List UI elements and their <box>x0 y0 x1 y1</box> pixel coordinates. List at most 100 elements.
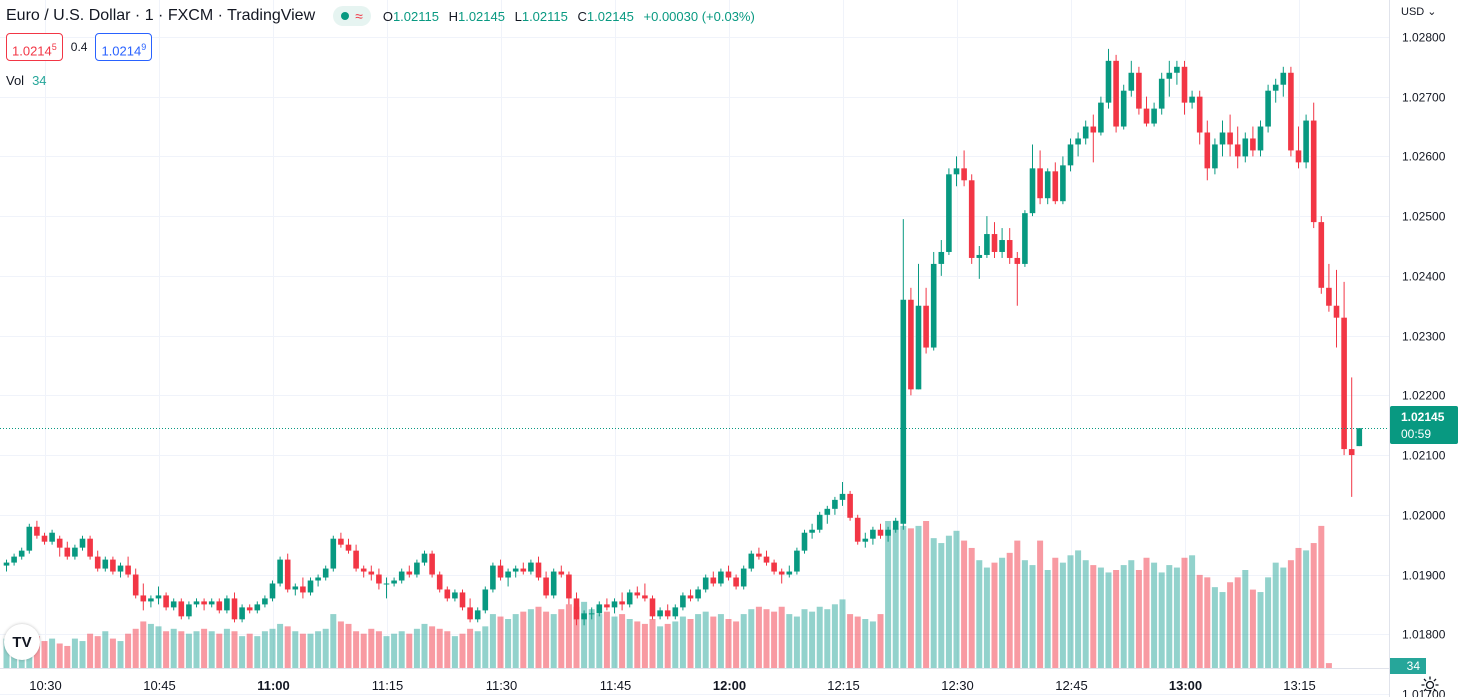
change-value: +0.00030 (+0.03%) <box>643 8 755 24</box>
candle-body <box>330 538 337 569</box>
volume-bar <box>512 614 519 668</box>
price-axis[interactable]: 1.02800 1.02700 1.02600 1.02500 1.02400 1.023… <box>1389 0 1446 697</box>
tradingview-logo[interactable]: TV <box>4 624 40 660</box>
sell-price: 1.0214 <box>12 43 52 59</box>
candle-body <box>1280 72 1287 85</box>
high-label: H <box>448 8 458 24</box>
volume-bar <box>558 609 565 668</box>
candle-body <box>459 592 466 608</box>
volume-bar <box>368 628 375 668</box>
bar-countdown: 00:59 <box>1401 427 1432 441</box>
volume-bar <box>687 619 694 668</box>
candle-body <box>467 607 473 620</box>
volume-bar <box>953 530 960 668</box>
candle-body <box>687 595 694 599</box>
candle-body <box>429 553 435 575</box>
volume-bar <box>315 631 322 668</box>
candle-body <box>490 565 496 590</box>
candle-body <box>771 562 777 572</box>
candle-body <box>672 607 679 617</box>
time-tick-label: 12:30 <box>941 678 974 693</box>
volume-bar <box>717 614 724 668</box>
market-status-pill[interactable]: ≈ <box>333 6 371 26</box>
time-axis[interactable]: 10:30 10:45 11:00 11:15 11:30 11:45 12:00 12:15… <box>0 668 1389 694</box>
candle-body <box>877 529 884 536</box>
volume-legend[interactable]: Vol 34 <box>6 73 47 88</box>
candle-body <box>908 299 914 390</box>
volume-bar <box>1014 540 1021 668</box>
price-tick-label: 1.01900 <box>1402 569 1446 583</box>
candle-body <box>915 305 922 390</box>
candle-body <box>733 577 739 587</box>
volume-bar <box>1090 565 1097 668</box>
candle-body <box>1250 138 1256 151</box>
symbol-title[interactable]: Euro / U.S. Dollar · 1 · FXCM · TradingV… <box>6 7 316 24</box>
volume-bar <box>41 641 48 668</box>
volume-bar <box>1272 562 1279 668</box>
volume-bar <box>330 614 337 668</box>
volume-bar <box>64 645 71 668</box>
candle-body <box>634 592 641 596</box>
volume-bar <box>634 621 641 668</box>
volume-bar <box>588 609 595 668</box>
volume-bar <box>1158 572 1165 668</box>
candle-body <box>619 601 625 605</box>
volume-bar <box>109 638 116 668</box>
volume-bar <box>657 626 664 668</box>
candle-body <box>953 168 960 175</box>
volume-bar <box>284 626 291 668</box>
sell-button[interactable]: 1.02145 <box>6 33 63 61</box>
spread-value: 0.4 <box>70 40 88 54</box>
time-tick-label: 12:00 <box>713 678 746 693</box>
candle-body <box>421 553 428 563</box>
open-value: 1.02115 <box>392 8 439 24</box>
candle-body <box>1333 305 1340 318</box>
currency-selector[interactable]: USD ⌄ <box>1401 5 1437 18</box>
volume-bar <box>869 621 876 668</box>
candle-body <box>1128 72 1135 91</box>
candle-body <box>1212 144 1218 169</box>
candle-body <box>345 544 352 551</box>
candle-body <box>102 559 109 569</box>
candle-body <box>710 577 717 584</box>
candle-body <box>748 553 755 569</box>
volume-bar <box>862 619 869 668</box>
candle-body <box>87 538 93 557</box>
volume-bar <box>801 609 808 668</box>
volume-bar <box>1189 555 1196 668</box>
buy-price-pip: 9 <box>141 42 147 52</box>
volume-bar <box>1082 560 1089 668</box>
price-tick-label: 1.02400 <box>1402 270 1446 284</box>
volume-bar <box>816 606 823 668</box>
volume-bar <box>1310 543 1317 668</box>
volume-bar <box>277 623 284 668</box>
volume-bar <box>1135 570 1142 668</box>
candle-body <box>307 580 314 593</box>
candle-body <box>391 580 397 584</box>
volume-bar <box>1044 570 1051 668</box>
volume-bar <box>421 623 428 668</box>
volume-bar <box>938 543 945 668</box>
candle-body <box>832 499 838 509</box>
candle-body <box>1052 171 1059 202</box>
volume-bar <box>1211 587 1218 668</box>
candle-body <box>482 589 489 611</box>
gear-icon[interactable] <box>1419 674 1441 696</box>
volume-bar <box>1120 565 1127 668</box>
candle-body <box>1090 126 1097 133</box>
candle-body <box>984 234 990 255</box>
candle-body <box>1303 120 1309 163</box>
volume-bar <box>322 628 329 668</box>
candle-body <box>786 571 793 575</box>
time-tick-label: 11:30 <box>486 678 518 693</box>
volume-bar <box>94 636 101 668</box>
candle-body <box>626 592 633 605</box>
volume-bar <box>755 606 762 668</box>
candle-body <box>702 577 709 590</box>
volume-bar <box>117 641 124 668</box>
volume-bar <box>1227 582 1234 668</box>
buy-button[interactable]: 1.02149 <box>95 33 153 61</box>
candle-body <box>1341 317 1347 450</box>
volume-bar <box>231 631 238 668</box>
